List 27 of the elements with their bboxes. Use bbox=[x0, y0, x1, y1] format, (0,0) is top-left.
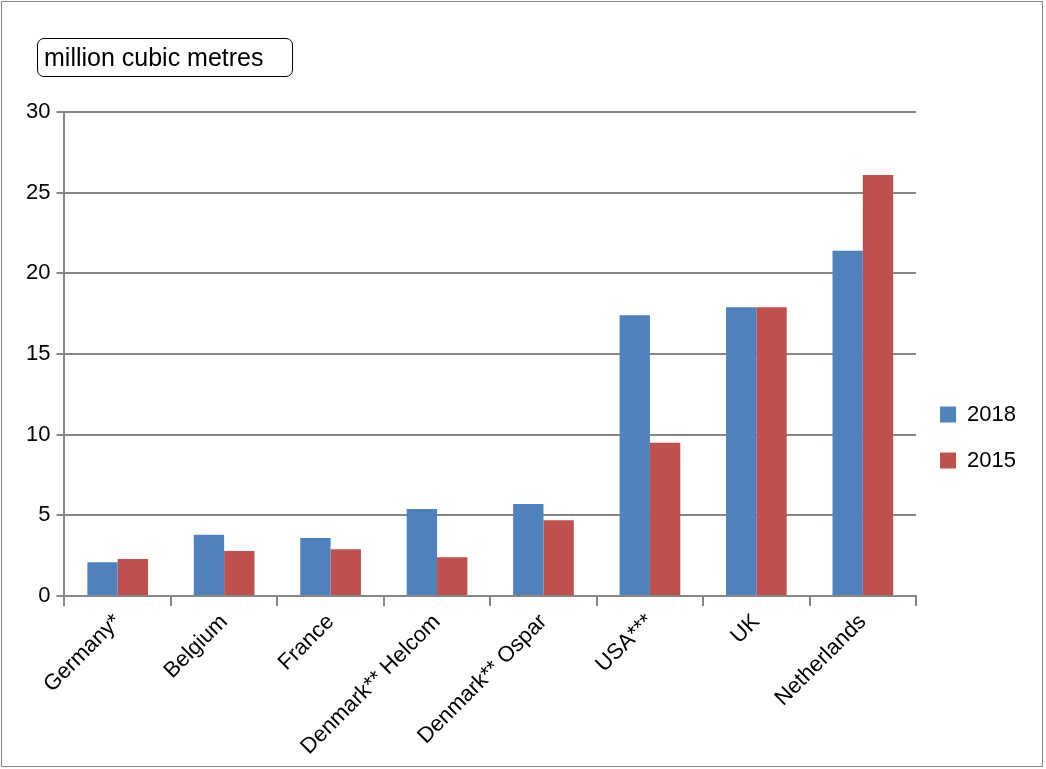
bar bbox=[117, 558, 149, 596]
legend-label: 2015 bbox=[967, 446, 1017, 472]
bar bbox=[330, 549, 361, 596]
bar bbox=[437, 557, 468, 596]
bar bbox=[862, 174, 894, 596]
y-tick-label: 30 bbox=[25, 98, 51, 124]
y-tick-label: 20 bbox=[25, 259, 51, 285]
x-tick-label: UK bbox=[724, 608, 765, 648]
bar bbox=[832, 250, 863, 596]
y-tick-label: 15 bbox=[25, 340, 51, 366]
bar bbox=[619, 315, 650, 596]
y-tick-label: 10 bbox=[25, 420, 51, 446]
legend-label: 2018 bbox=[967, 400, 1017, 426]
bar bbox=[87, 562, 118, 596]
bar bbox=[513, 504, 544, 596]
y-tick-label: 0 bbox=[38, 582, 51, 608]
y-tick-label: 25 bbox=[25, 178, 51, 204]
y-tick-label: 5 bbox=[38, 501, 51, 527]
bar bbox=[726, 307, 757, 596]
bar bbox=[406, 508, 438, 596]
bar bbox=[756, 307, 787, 596]
bar bbox=[224, 550, 255, 596]
bar bbox=[300, 537, 331, 596]
bar bbox=[543, 520, 574, 596]
chart-title: million cubic metres bbox=[37, 38, 293, 77]
bar bbox=[193, 534, 225, 596]
bar bbox=[649, 442, 681, 596]
